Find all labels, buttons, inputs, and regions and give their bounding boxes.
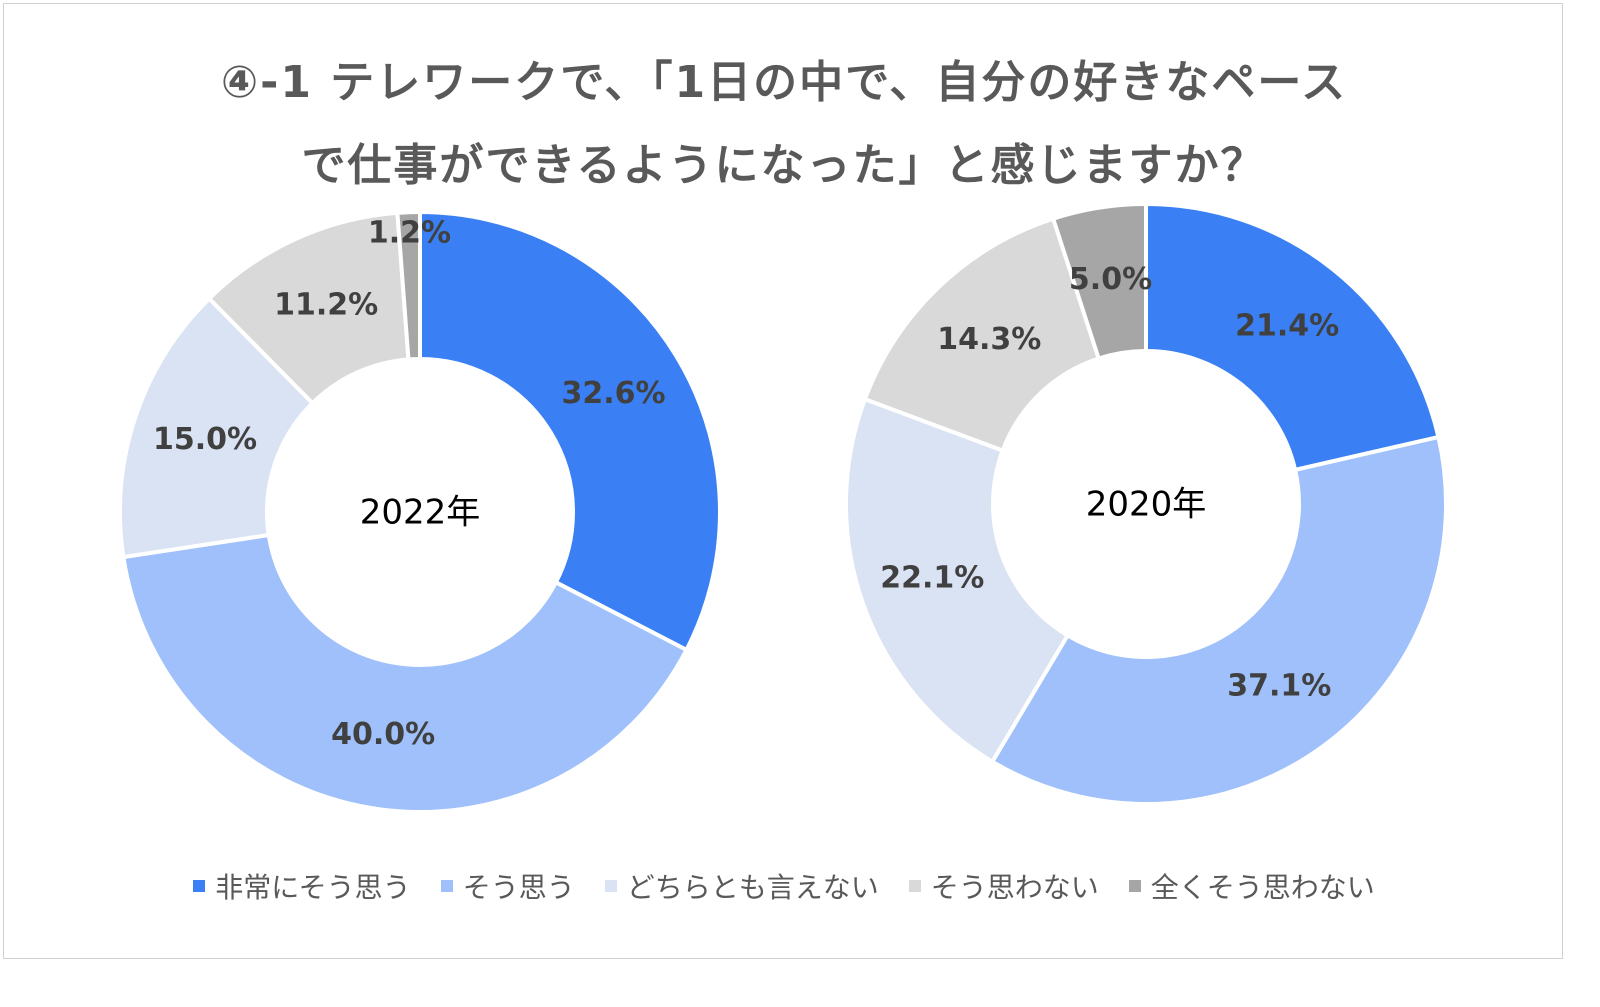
- legend-swatch-1: [440, 880, 453, 892]
- donut-1-center-label: 2020年: [1086, 485, 1207, 525]
- legend-label-1: そう思う: [462, 871, 575, 904]
- legend-item-0: 非常にそう思う: [193, 866, 411, 906]
- legend-swatch-4: [1128, 880, 1141, 892]
- legend-swatch-0: [193, 880, 206, 892]
- donut-0-label-1: 40.0%: [331, 717, 435, 752]
- legend-label-4: 全くそう思わない: [1150, 871, 1375, 904]
- donut-1-label-0: 21.4%: [1235, 308, 1339, 343]
- donut-0-label-2: 15.0%: [153, 422, 257, 457]
- legend-item-1: そう思う: [440, 866, 575, 906]
- donut-1-label-2: 22.1%: [880, 561, 984, 596]
- donut-1-slice-4: [1050, 201, 1148, 362]
- donut-1-slice-2: [844, 396, 1071, 765]
- chart-title-line2: で仕事ができるようになった」と感じますか？: [301, 140, 1267, 191]
- donut-0-label-3: 11.2%: [274, 287, 378, 322]
- legend-item-2: どちらとも言えない: [604, 866, 879, 906]
- donut-1-slice-0: [1144, 201, 1441, 473]
- donut-1-slice-3: [862, 216, 1102, 454]
- legend-swatch-3: [908, 880, 921, 892]
- legend-label-3: そう思わない: [930, 871, 1099, 904]
- donut-1-label-3: 14.3%: [937, 322, 1041, 357]
- legend-item-3: そう思わない: [908, 866, 1099, 906]
- donut-0-slice-0: [418, 209, 722, 653]
- chart-frame: ④-1 テレワークで、「1日の中で、自分の好きなペース で仕事ができるようになっ…: [3, 3, 1563, 959]
- donut-0-slice-1: [121, 532, 690, 814]
- donut-0-slice-2: [118, 295, 316, 560]
- donut-0-center-label: 2022年: [360, 493, 481, 533]
- donut-1-label-1: 37.1%: [1227, 669, 1331, 704]
- donut-0-label-0: 32.6%: [561, 376, 665, 411]
- legend-item-4: 全くそう思わない: [1128, 866, 1375, 906]
- donut-charts: 32.6% 40.0% 15.0% 11.2% 1.2% 2022年 21.4% 37.1% 2…: [118, 201, 1448, 814]
- donut-0-label-4: 1.2%: [368, 216, 451, 251]
- donut-0-slice-4: [395, 209, 422, 362]
- legend: 非常にそう思う そう思う どちらとも言えない そう思わない 全くそう思わない: [4, 866, 1564, 906]
- donut-1-label-4: 5.0%: [1069, 262, 1152, 297]
- chart-title-line1: ④-1 テレワークで、「1日の中で、自分の好きなペース: [220, 57, 1348, 108]
- legend-label-2: どちらとも言えない: [626, 871, 879, 904]
- legend-label-0: 非常にそう思う: [215, 871, 411, 904]
- donut-1-slice-1: [989, 434, 1448, 806]
- legend-swatch-2: [604, 880, 617, 892]
